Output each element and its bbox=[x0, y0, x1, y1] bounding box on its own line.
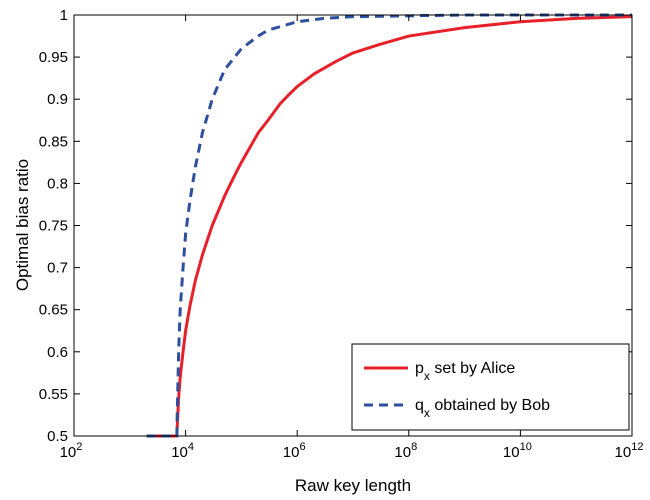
x-tick-label: 1010 bbox=[503, 441, 532, 461]
legend-box bbox=[351, 343, 630, 431]
y-tick-label: 0.85 bbox=[39, 133, 68, 150]
legend-label-p-x: px set by Alice bbox=[415, 360, 515, 383]
axes-box bbox=[73, 14, 633, 437]
y-axis-label: Optimal bias ratio bbox=[13, 159, 32, 291]
legend-label-p-main: p bbox=[415, 360, 424, 377]
y-tick-label: 0.5 bbox=[47, 428, 68, 445]
legend-label-p-sub: x bbox=[424, 369, 430, 383]
legend-label-p-rest: set by Alice bbox=[430, 360, 515, 377]
x-tick-label: 108 bbox=[394, 441, 417, 461]
series-line-q-x bbox=[146, 13, 632, 438]
x-axis-label: Raw key length bbox=[295, 476, 411, 495]
y-tick-label: 0.65 bbox=[39, 302, 68, 319]
y-tick-label: 1 bbox=[60, 7, 68, 24]
legend-label-q-sub: x bbox=[424, 406, 430, 420]
ticks-layer: 0.5 0.55 0.6 0.65 0.7 0.75 0.8 0.85 0.9 0.95 1 102 1… bbox=[39, 7, 644, 461]
legend-label-q-x: qx obtained by Bob bbox=[415, 397, 550, 420]
legend: px set by Alice qx obtained by Bob bbox=[351, 343, 630, 431]
x-tick-label: 1012 bbox=[615, 441, 644, 461]
y-tick-label: 0.55 bbox=[39, 386, 68, 403]
y-tick-label: 0.8 bbox=[47, 175, 68, 192]
x-tick-label: 104 bbox=[171, 441, 194, 461]
x-tick-label: 106 bbox=[283, 441, 306, 461]
y-tick-label: 0.75 bbox=[39, 218, 68, 235]
y-tick-label: 0.6 bbox=[47, 344, 68, 361]
y-tick-label: 0.95 bbox=[39, 49, 68, 66]
y-tick-label: 0.7 bbox=[47, 260, 68, 277]
series-line-p-x bbox=[146, 15, 633, 438]
legend-label-q-rest: obtained by Bob bbox=[430, 397, 550, 414]
legend-label-q-main: q bbox=[415, 397, 424, 414]
series-layer bbox=[146, 13, 633, 438]
x-tick-label: 102 bbox=[60, 441, 83, 461]
y-tick-label: 0.9 bbox=[47, 91, 68, 108]
